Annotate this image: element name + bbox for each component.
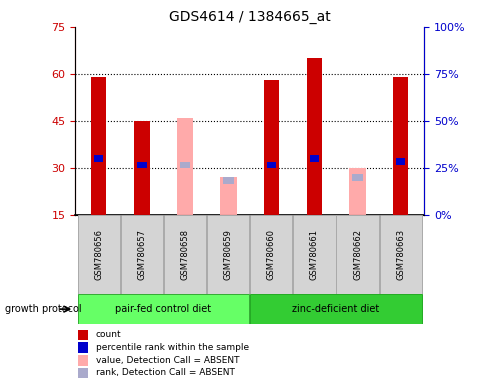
Text: value, Detection Call = ABSENT: value, Detection Call = ABSENT [95, 356, 239, 365]
Bar [348, 168, 365, 215]
Bar [134, 121, 149, 215]
Bar [137, 162, 146, 168]
Bar [250, 215, 292, 294]
Bar [336, 215, 378, 294]
Text: GSM780661: GSM780661 [309, 229, 318, 280]
Bar [91, 77, 106, 215]
Text: zinc-deficient diet: zinc-deficient diet [292, 304, 379, 314]
Text: pair-fed control diet: pair-fed control diet [115, 304, 211, 314]
Text: GSM780657: GSM780657 [137, 229, 146, 280]
Bar [306, 58, 321, 215]
Bar [77, 294, 249, 324]
Text: GSM780656: GSM780656 [94, 229, 103, 280]
Bar [266, 162, 275, 168]
Bar [395, 159, 404, 165]
Text: percentile rank within the sample: percentile rank within the sample [95, 343, 248, 352]
Text: GSM780658: GSM780658 [180, 229, 189, 280]
Bar [250, 294, 421, 324]
Bar [351, 174, 362, 181]
Bar [263, 80, 278, 215]
Text: rank, Detection Call = ABSENT: rank, Detection Call = ABSENT [95, 368, 234, 377]
Bar [94, 155, 103, 162]
Bar [219, 177, 236, 215]
Bar [293, 215, 335, 294]
Bar [177, 118, 193, 215]
Bar [121, 215, 163, 294]
Bar [223, 177, 233, 184]
Bar [207, 215, 249, 294]
Text: GSM780660: GSM780660 [266, 229, 275, 280]
Text: GSM780659: GSM780659 [223, 229, 232, 280]
Bar [379, 215, 421, 294]
Bar [164, 215, 206, 294]
Text: growth protocol: growth protocol [5, 304, 81, 314]
Title: GDS4614 / 1384665_at: GDS4614 / 1384665_at [168, 10, 330, 25]
Text: count: count [95, 330, 121, 339]
Text: GSM780662: GSM780662 [352, 229, 362, 280]
Bar [309, 155, 318, 162]
Text: GSM780663: GSM780663 [395, 229, 404, 280]
Bar [77, 215, 120, 294]
Bar [393, 77, 408, 215]
Bar [180, 162, 190, 168]
